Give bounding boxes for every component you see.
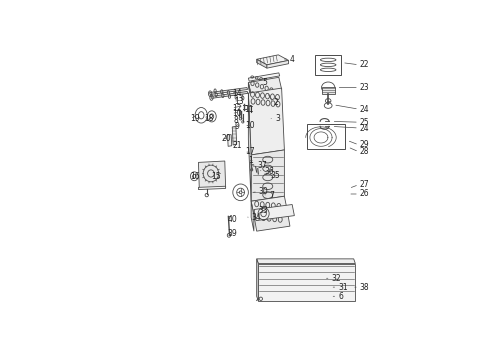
Text: 10: 10 — [245, 121, 255, 130]
Polygon shape — [248, 82, 251, 99]
Text: 18: 18 — [204, 113, 214, 122]
Polygon shape — [211, 91, 248, 98]
Polygon shape — [267, 60, 289, 68]
Text: 33: 33 — [258, 206, 268, 215]
Polygon shape — [210, 87, 247, 94]
Text: 34: 34 — [252, 213, 262, 222]
Polygon shape — [232, 126, 237, 145]
Polygon shape — [251, 150, 284, 201]
Text: 5: 5 — [263, 77, 268, 86]
Text: 36: 36 — [265, 167, 274, 176]
Text: 39: 39 — [228, 229, 238, 238]
Text: 7: 7 — [269, 191, 274, 200]
Text: 10: 10 — [232, 109, 242, 118]
Text: 15: 15 — [211, 172, 221, 181]
Text: 24: 24 — [360, 105, 369, 114]
Text: 12: 12 — [232, 104, 242, 113]
Text: 29: 29 — [360, 140, 369, 149]
Polygon shape — [248, 73, 280, 81]
Text: 16: 16 — [190, 172, 200, 181]
Polygon shape — [198, 161, 225, 189]
Text: 24: 24 — [360, 123, 369, 132]
Text: 40: 40 — [228, 215, 238, 224]
Polygon shape — [254, 210, 290, 231]
Text: 25: 25 — [360, 118, 369, 127]
Polygon shape — [227, 135, 232, 146]
Text: 6: 6 — [338, 292, 343, 301]
Polygon shape — [198, 186, 225, 190]
Polygon shape — [257, 259, 355, 264]
Text: 20: 20 — [222, 134, 231, 143]
Text: 11: 11 — [245, 105, 254, 114]
Text: 28: 28 — [360, 147, 369, 156]
Polygon shape — [248, 88, 284, 155]
Text: 35: 35 — [270, 171, 280, 180]
Polygon shape — [248, 93, 251, 201]
Polygon shape — [257, 55, 289, 65]
Text: 32: 32 — [332, 274, 341, 283]
Polygon shape — [251, 201, 254, 231]
Bar — [321, 87, 335, 94]
Polygon shape — [254, 204, 294, 221]
Text: 1: 1 — [248, 156, 253, 165]
Text: 21: 21 — [232, 141, 242, 150]
Text: 8: 8 — [234, 116, 239, 125]
Text: 31: 31 — [338, 283, 348, 292]
Text: 14: 14 — [232, 89, 242, 98]
Polygon shape — [257, 259, 258, 301]
Text: 4: 4 — [290, 54, 295, 63]
Text: 22: 22 — [360, 60, 369, 69]
Text: 37: 37 — [258, 161, 268, 170]
Text: 30: 30 — [259, 187, 269, 196]
Text: 23: 23 — [360, 83, 369, 92]
Text: 3: 3 — [275, 114, 280, 123]
Text: 13: 13 — [234, 97, 244, 106]
Polygon shape — [248, 77, 282, 94]
Text: 17: 17 — [245, 147, 255, 156]
Text: 26: 26 — [360, 189, 369, 198]
Text: 38: 38 — [360, 283, 369, 292]
Text: 9: 9 — [235, 122, 240, 131]
Text: 19: 19 — [191, 114, 200, 123]
Polygon shape — [251, 196, 287, 215]
Polygon shape — [257, 59, 267, 68]
Polygon shape — [258, 264, 355, 301]
Text: 27: 27 — [360, 180, 369, 189]
Text: 2: 2 — [274, 98, 279, 107]
